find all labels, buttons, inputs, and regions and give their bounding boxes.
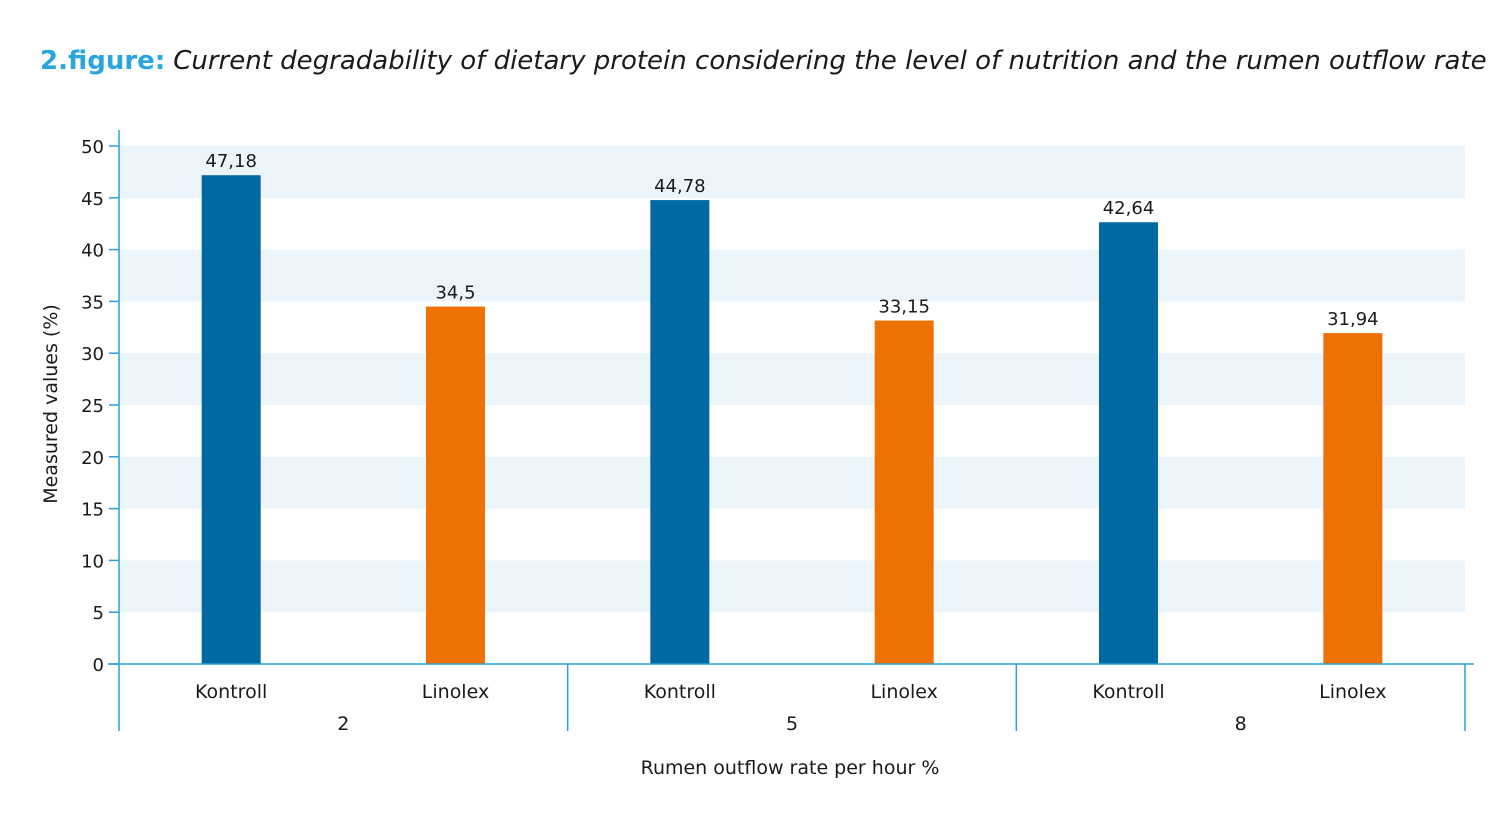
x-axis-title: Rumen outflow rate per hour % <box>641 757 940 779</box>
data-label: 42,64 <box>1103 198 1155 219</box>
group-label: 8 <box>1235 713 1247 735</box>
category-label: Linolex <box>870 681 937 703</box>
bar-linolex-8 <box>1323 333 1383 664</box>
figure-title-prefix: 2.figure: <box>40 46 166 76</box>
y-tick-label: 20 <box>81 448 104 469</box>
category-label: Linolex <box>1319 681 1386 703</box>
grid-bands <box>119 146 1465 613</box>
figure-title: 2.figure: Current degradability of dietar… <box>40 46 1487 76</box>
axes <box>108 130 1474 731</box>
y-tick-label: 35 <box>81 292 104 313</box>
grid-band <box>119 560 1465 613</box>
bar-kontroll-2 <box>201 175 261 664</box>
bar-kontroll-8 <box>1099 222 1158 664</box>
category-label: Kontroll <box>1092 681 1164 703</box>
data-label: 47,18 <box>205 151 257 172</box>
figure-title-text: Current degradability of dietary protein… <box>173 46 1487 76</box>
y-tick-label: 40 <box>81 241 104 262</box>
bar-kontroll-5 <box>650 200 710 664</box>
category-label: Kontroll <box>195 681 267 703</box>
category-label: Kontroll <box>644 681 716 703</box>
data-label: 31,94 <box>1327 309 1379 330</box>
group-label: 2 <box>337 713 349 735</box>
bars <box>201 175 1383 664</box>
category-label: Linolex <box>422 681 489 703</box>
grid-band <box>119 353 1465 405</box>
y-tick-label: 45 <box>81 189 104 210</box>
y-tick-label: 10 <box>81 551 104 572</box>
data-label: 44,78 <box>654 176 706 197</box>
y-tick-label: 50 <box>81 137 104 158</box>
y-tick-label: 0 <box>93 655 104 676</box>
grid-band <box>119 249 1465 302</box>
bar-linolex-5 <box>874 320 934 664</box>
bar-linolex-2 <box>426 306 485 664</box>
grid-band <box>119 456 1465 509</box>
y-tick-label: 25 <box>81 396 104 417</box>
data-label: 33,15 <box>878 297 930 318</box>
y-tick-label: 30 <box>81 344 104 365</box>
grid-band <box>119 146 1465 198</box>
group-label: 5 <box>786 713 798 735</box>
y-tick-label: 5 <box>93 603 104 624</box>
y-tick-label: 15 <box>81 500 104 521</box>
y-axis-title: Measured values (%) <box>40 304 62 504</box>
labels: 0510152025303540455047,18Kontroll34,5Lin… <box>81 137 1386 735</box>
data-label: 34,5 <box>435 283 475 304</box>
